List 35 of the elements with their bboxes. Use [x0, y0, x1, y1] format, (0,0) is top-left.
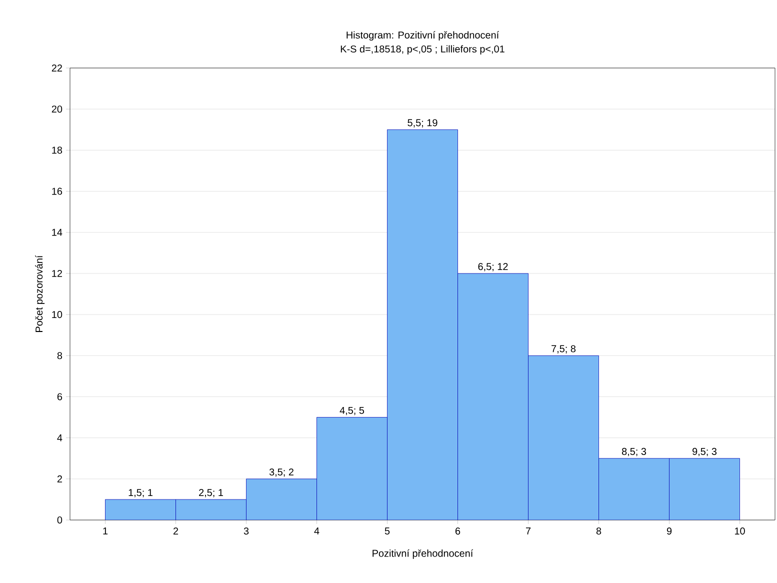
data-label: 1,5; 1 — [128, 489, 152, 498]
y-tick-label: 12 — [52, 270, 62, 277]
data-label: 2,5; 1 — [199, 489, 223, 498]
x-tick-label: 6 — [455, 528, 460, 535]
y-tick-label: 10 — [52, 311, 62, 318]
data-label: 9,5; 3 — [692, 448, 717, 456]
y-axis-title: Počet pozorování — [35, 255, 45, 332]
chart-title: Histogram: Pozitivní přehodnocení — [346, 31, 500, 41]
x-axis-title: Pozitivní přehodnocení — [372, 549, 474, 559]
y-tick-label: 4 — [57, 434, 62, 442]
x-tick-label: 5 — [384, 528, 390, 534]
x-tick-label: 1 — [103, 528, 108, 534]
y-tick-label: 2 — [57, 475, 62, 482]
y-tick-label: 18 — [52, 146, 62, 154]
chart-subtitle: K-S d=,18518, p<,05 ; Lilliefors p<,01 — [340, 45, 504, 54]
x-tick-label: 7 — [526, 528, 531, 534]
data-label: 3,5; 2 — [269, 468, 294, 477]
data-label: 5,5; 19 — [408, 119, 438, 128]
y-tick-label: 0 — [57, 516, 62, 524]
x-tick-label: 3 — [244, 528, 249, 535]
y-tick-label: 14 — [52, 228, 62, 236]
y-tick-label: 8 — [57, 352, 62, 360]
x-tick-label: 8 — [596, 528, 602, 535]
y-tick-label: 22 — [52, 64, 62, 72]
y-tick-label: 16 — [52, 188, 62, 195]
data-label: 4,5; 5 — [340, 406, 364, 416]
y-tick-label: 20 — [52, 106, 62, 113]
data-label: 7,5; 8 — [552, 345, 576, 354]
data-label: 8,5; 3 — [622, 448, 646, 456]
data-label: 6,5; 12 — [478, 263, 508, 272]
y-tick-label: 6 — [57, 393, 62, 400]
x-tick-label: 9 — [666, 528, 672, 535]
x-tick-label: 10 — [734, 528, 745, 535]
x-tick-label: 2 — [173, 528, 178, 534]
x-tick-label: 4 — [314, 528, 320, 534]
